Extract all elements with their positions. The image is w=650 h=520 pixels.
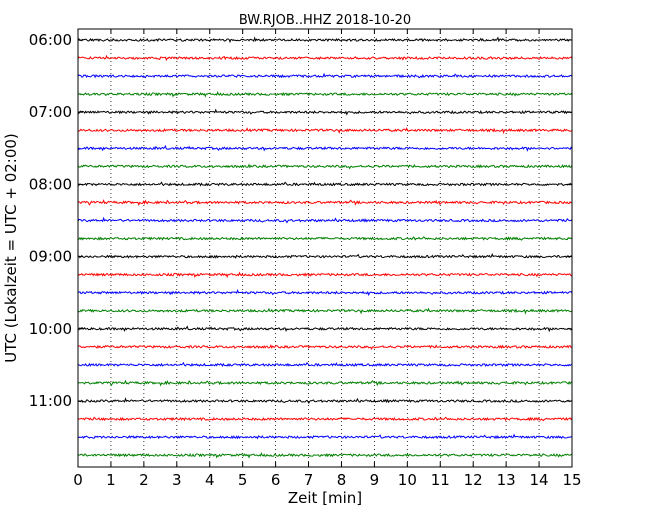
seismogram-trace bbox=[77, 144, 573, 152]
trace-layer bbox=[77, 36, 573, 459]
seismogram-trace bbox=[77, 416, 573, 422]
x-tick-label: 14 bbox=[530, 471, 549, 489]
seismogram-trace bbox=[77, 452, 573, 459]
x-tick-label: 6 bbox=[271, 471, 281, 489]
seismogram-trace bbox=[77, 344, 573, 350]
y-tick-label: 08:00 bbox=[29, 175, 72, 193]
seismogram-trace bbox=[77, 163, 573, 170]
x-tick-label: 5 bbox=[238, 471, 248, 489]
x-tick-label: 10 bbox=[398, 471, 417, 489]
y-tick-label: 10:00 bbox=[29, 320, 72, 338]
x-tick-label: 13 bbox=[497, 471, 516, 489]
seismogram-trace bbox=[77, 108, 573, 116]
y-tick-label: 09:00 bbox=[29, 248, 72, 266]
y-tick-label: 06:00 bbox=[29, 31, 72, 49]
x-tick-label: 1 bbox=[106, 471, 116, 489]
seismogram-trace bbox=[77, 36, 573, 44]
x-axis-label: Zeit [min] bbox=[288, 489, 362, 507]
y-axis: 06:00 07:00 08:00 09:00 10:00 11:00 bbox=[29, 31, 572, 410]
seismogram-trace bbox=[77, 361, 573, 368]
y-tick-label: 07:00 bbox=[29, 103, 72, 121]
y-axis-label: UTC (Lokalzeit = UTC + 02:00) bbox=[2, 133, 20, 363]
x-tick-label: 8 bbox=[337, 471, 347, 489]
y-tick-label: 11:00 bbox=[29, 392, 72, 410]
seismogram-trace bbox=[77, 54, 573, 62]
x-tick-label: 2 bbox=[139, 471, 149, 489]
x-tick-label: 15 bbox=[562, 471, 581, 489]
seismogram-trace bbox=[77, 91, 573, 98]
x-tick-label: 0 bbox=[73, 471, 83, 489]
x-tick-label: 7 bbox=[304, 471, 314, 489]
x-tick-label: 11 bbox=[431, 471, 450, 489]
seismogram-trace bbox=[77, 379, 573, 387]
seismogram-trace bbox=[77, 181, 573, 187]
x-tick-label: 12 bbox=[464, 471, 483, 489]
x-tick-label: 3 bbox=[172, 471, 182, 489]
seismogram-trace bbox=[78, 199, 573, 207]
seismogram-trace bbox=[77, 325, 573, 333]
seismogram-trace bbox=[77, 307, 573, 315]
seismogram-trace bbox=[77, 216, 573, 224]
seismogram-trace bbox=[77, 433, 573, 440]
x-tick-label: 4 bbox=[205, 471, 215, 489]
seismogram-trace bbox=[77, 72, 573, 79]
plot-frame bbox=[77, 28, 573, 468]
seismogram-trace bbox=[77, 271, 573, 279]
x-axis: 0 1 2 3 4 5 6 7 8 9 10 11 12 13 14 15 bbox=[73, 29, 582, 489]
seismogram-trace bbox=[77, 127, 573, 135]
seismogram-trace bbox=[77, 252, 573, 259]
x-tick-label: 9 bbox=[370, 471, 380, 489]
chart-title: BW.RJOB..HHZ 2018-10-20 bbox=[239, 13, 411, 28]
seismogram-trace bbox=[77, 397, 573, 405]
seismogram-trace bbox=[77, 288, 573, 297]
seismogram-trace bbox=[77, 236, 573, 241]
